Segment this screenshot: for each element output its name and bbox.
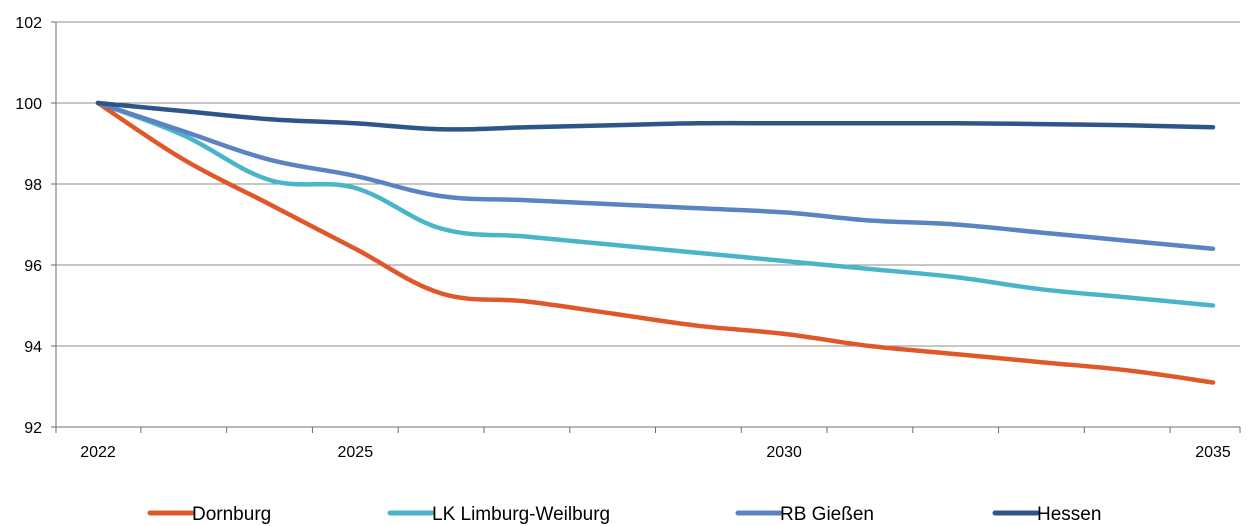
y-tick-label-98: 98 — [24, 177, 42, 194]
y-tick-label-94: 94 — [24, 339, 42, 356]
legend: Dornburg LK Limburg-Weilburg RB Gießen Hess… — [147, 504, 1101, 525]
y-tick-label-92: 92 — [24, 420, 42, 437]
legend-label-hessen: Hessen — [1037, 504, 1101, 525]
series-line-hessen — [95, 100, 1216, 132]
x-tick-label-2030: 2030 — [766, 444, 802, 461]
y-tick-label-100: 100 — [15, 96, 42, 113]
axes: 92 94 96 98 100 102 2022 2025 2030 2035 — [15, 15, 1241, 461]
gridlines — [56, 21, 1240, 347]
x-tick-label-2022: 2022 — [80, 444, 116, 461]
legend-label-rb-gie-en: RB Gießen — [780, 504, 874, 525]
x-tick-label-2035: 2035 — [1195, 444, 1231, 461]
legend-label-lk-limburg-weilburg: LK Limburg-Weilburg — [432, 504, 610, 525]
series-line-lk-limburg-weilburg — [95, 100, 1216, 308]
legend-label-dornburg: Dornburg — [192, 504, 271, 525]
y-tick-label-96: 96 — [24, 258, 42, 275]
series-line-dornburg — [95, 100, 1216, 385]
series-line-rb-gie-en — [95, 100, 1216, 252]
x-tick-label-2025: 2025 — [338, 444, 374, 461]
series-lines — [95, 100, 1216, 385]
y-tick-label-102: 102 — [15, 15, 42, 32]
